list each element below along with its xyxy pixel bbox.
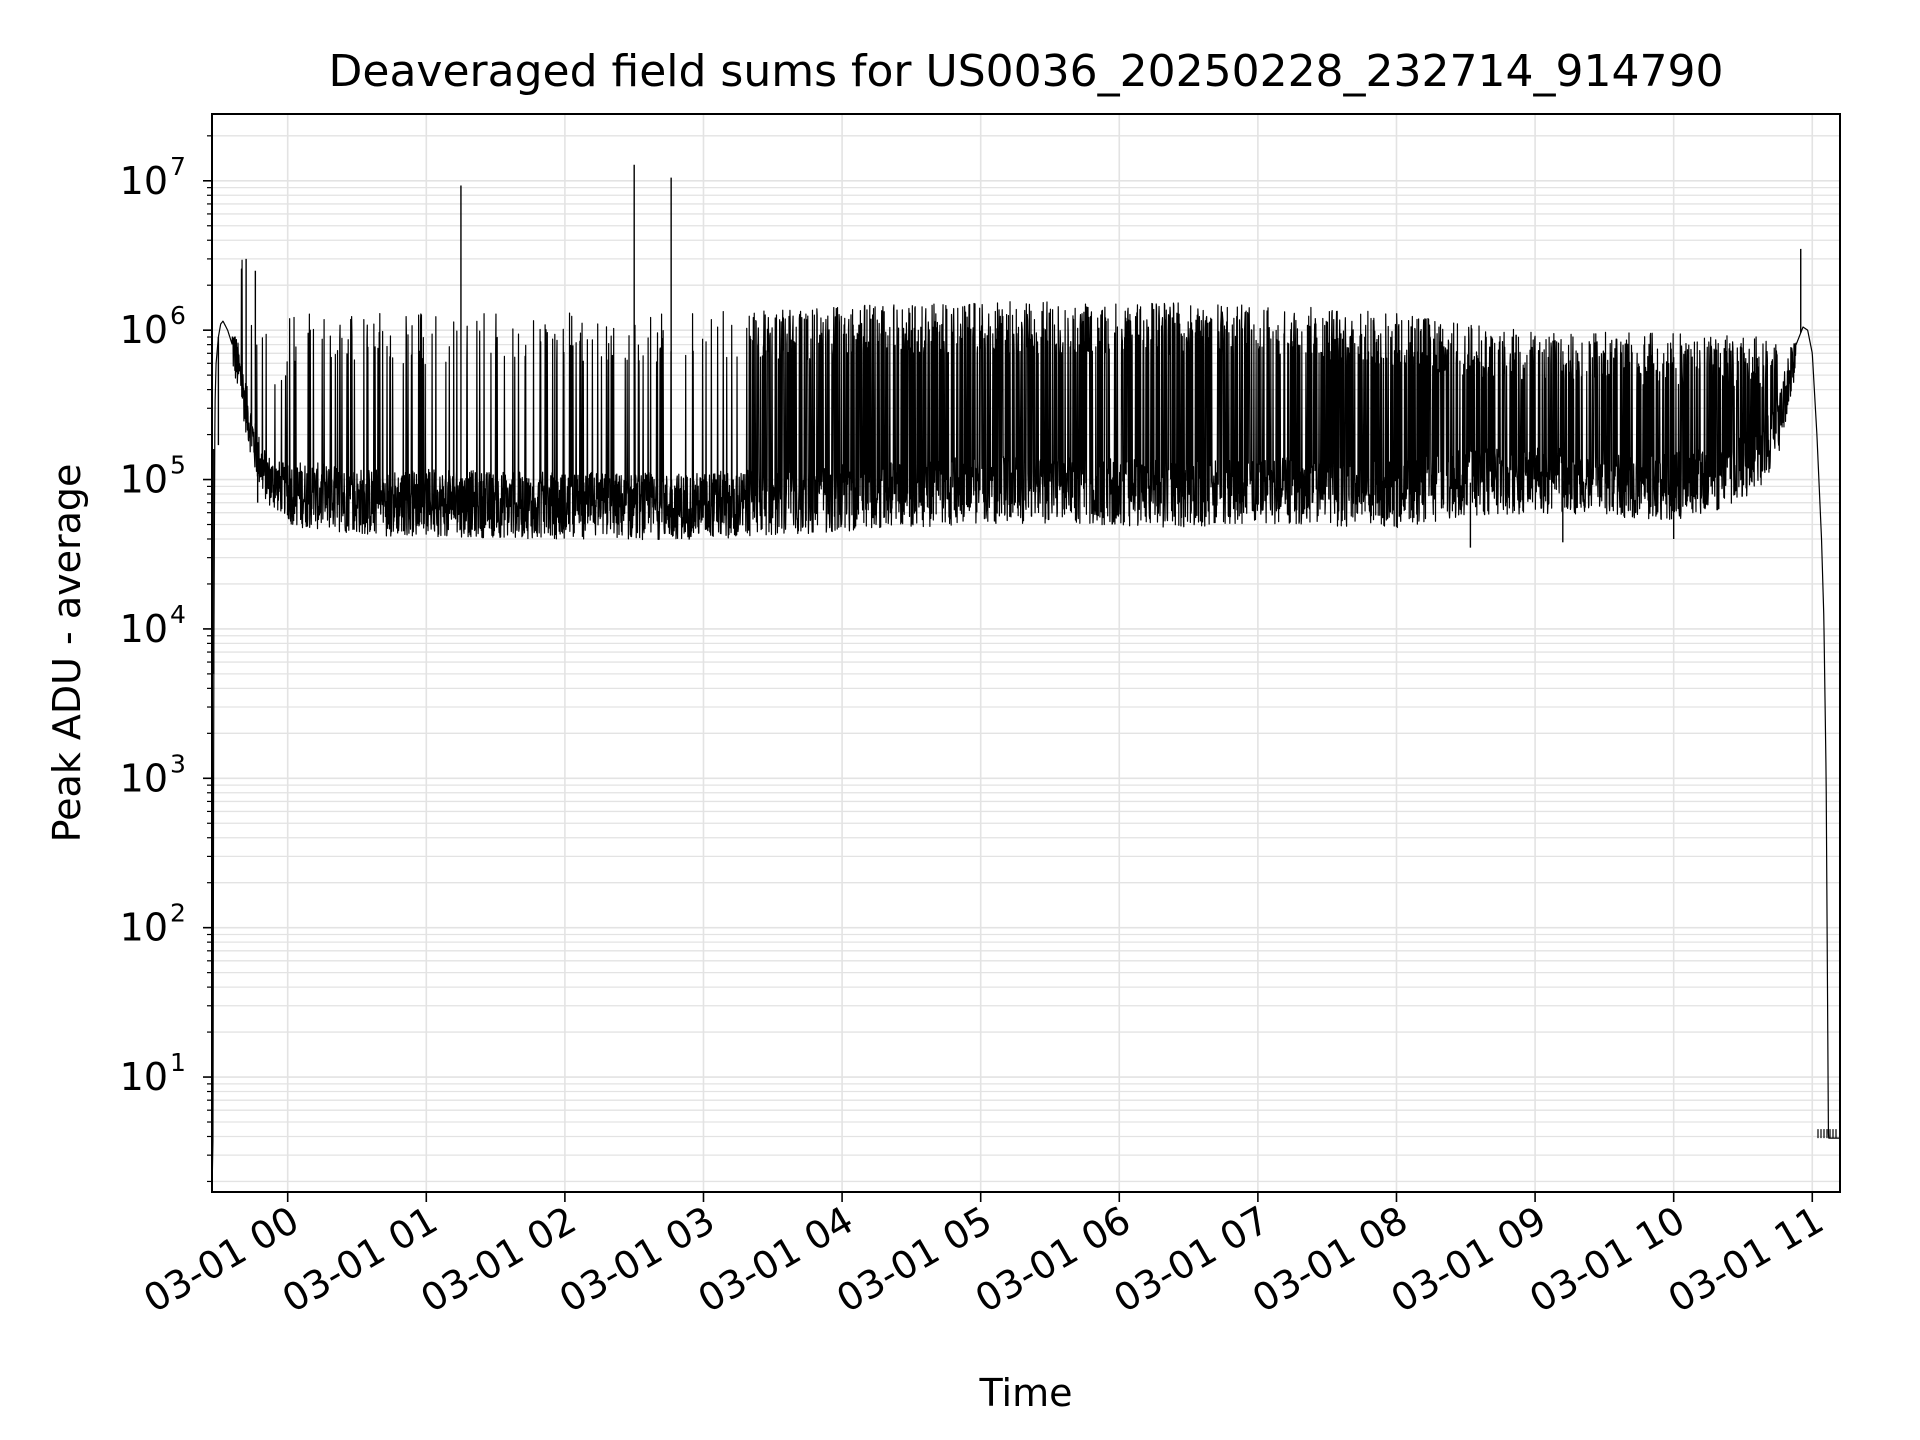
- plot-data: [211, 164, 1841, 1193]
- chart-title: Deaveraged field sums for US0036_2025022…: [329, 46, 1724, 97]
- y-tick-exponent: 4: [170, 600, 186, 629]
- y-axis-label: Peak ADU - average: [45, 464, 89, 843]
- y-tick-exponent: 7: [170, 152, 186, 181]
- grid: [212, 114, 1840, 1192]
- y-tick-exponent: 5: [170, 451, 186, 480]
- y-tick-label: 10: [120, 458, 168, 502]
- y-tick-label: 10: [120, 159, 168, 203]
- data-line: [211, 259, 1841, 1193]
- y-tick-exponent: 1: [170, 1048, 186, 1077]
- y-tick-label: 10: [120, 756, 168, 800]
- y-tick-label: 10: [120, 607, 168, 651]
- y-tick-exponent: 6: [170, 301, 186, 330]
- y-tick-label: 10: [120, 308, 168, 352]
- y-tick-label: 10: [120, 906, 168, 950]
- y-tick-exponent: 2: [170, 899, 186, 928]
- y-tick-exponent: 3: [170, 749, 186, 778]
- plot-frame: [211, 113, 1841, 1193]
- y-tick-label: 10: [120, 1055, 168, 1099]
- x-axis-label: Time: [979, 1371, 1073, 1415]
